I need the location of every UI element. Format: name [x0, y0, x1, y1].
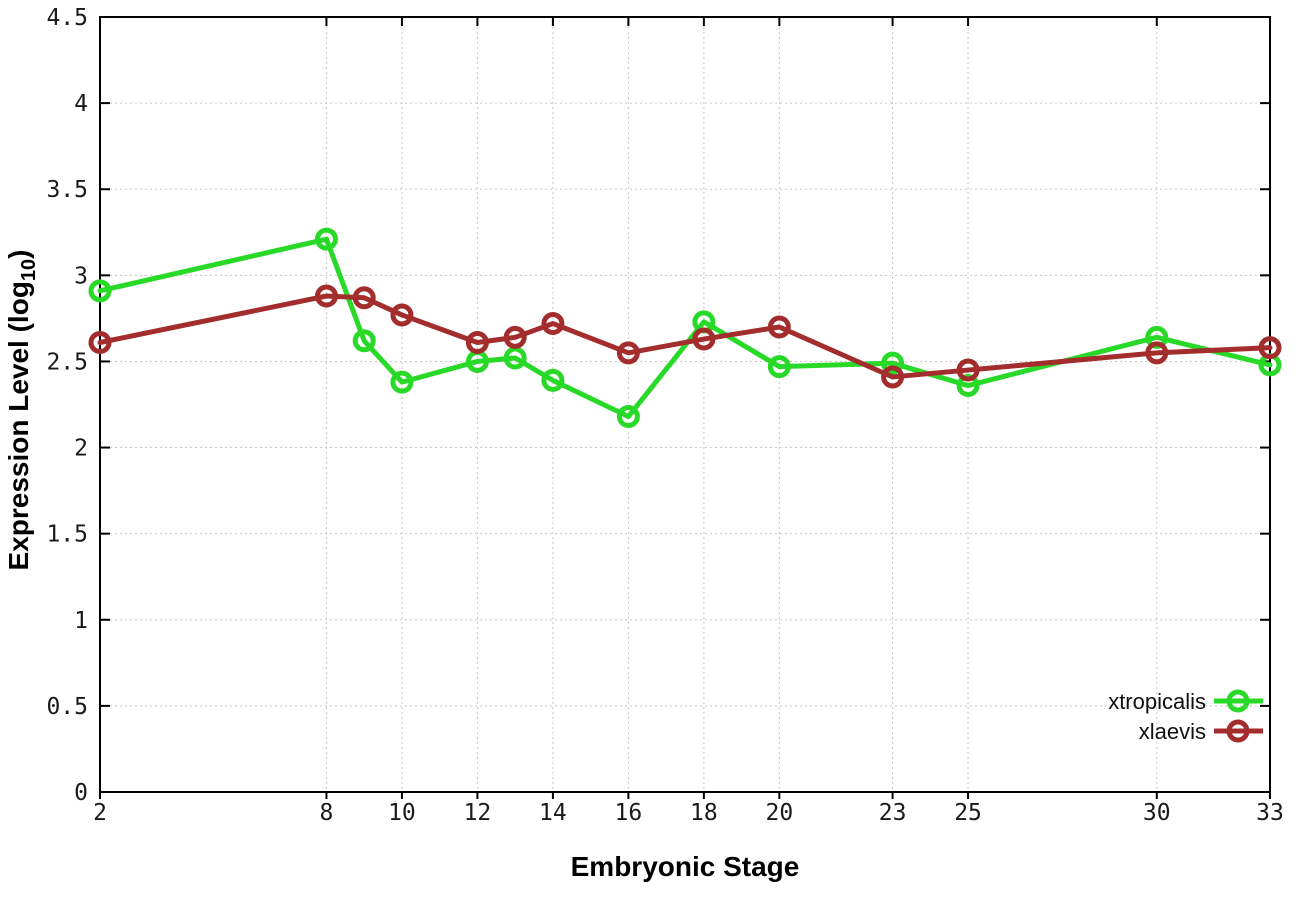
x-tick-label: 23 [879, 800, 907, 826]
legend: xtropicalis xlaevis [1108, 689, 1263, 744]
data-point-marker-xlaevis [881, 365, 905, 389]
x-tick-label: 8 [320, 800, 334, 826]
data-point-marker-xtropicalis [503, 346, 527, 370]
data-point-marker-xlaevis [616, 341, 640, 365]
y-tick-label: 1.5 [46, 522, 88, 548]
y-tick-label: 3.5 [46, 177, 88, 203]
x-tick-label: 33 [1256, 800, 1284, 826]
data-point-marker-xlaevis [541, 312, 565, 336]
data-point-marker-xlaevis [352, 286, 376, 310]
x-tick-label: 12 [464, 800, 492, 826]
data-point-marker-xlaevis [465, 331, 489, 354]
x-tick-label: 16 [615, 800, 643, 826]
y-tick-label: 2 [74, 436, 88, 462]
gridlines [100, 17, 1270, 792]
legend-sample-marker-xtropicalis [1226, 689, 1250, 713]
x-tick-label: 18 [690, 800, 718, 826]
y-tick-label: 4.5 [46, 5, 88, 31]
legend-label-xtropicalis: xtropicalis [1108, 689, 1206, 714]
data-point-marker-xlaevis [692, 327, 716, 351]
y-axis-label-subscript: 10 [18, 259, 40, 281]
data-point-marker-xtropicalis [314, 227, 338, 251]
data-point-marker-xlaevis [1258, 336, 1282, 360]
data-point-marker-xtropicalis [767, 355, 791, 379]
data-point-marker-xlaevis [1145, 341, 1169, 365]
x-axis-label: Embryonic Stage [571, 851, 800, 882]
series-line-xtropicalis [97, 236, 1273, 420]
x-tick-label: 14 [539, 800, 567, 826]
legend-marker-samples [1214, 689, 1263, 743]
data-point-marker-xlaevis [503, 325, 527, 349]
y-axis-label: Expression Level (log10) [3, 250, 40, 571]
data-point-marker-xtropicalis [881, 351, 905, 375]
x-tick-label: 2 [93, 800, 107, 826]
x-tick-label: 20 [766, 800, 794, 826]
data-point-marker-xlaevis [956, 358, 980, 382]
data-point-marker-xlaevis [314, 284, 338, 308]
data-point-marker-xtropicalis [541, 368, 565, 392]
legend-sample-marker-xlaevis [1226, 719, 1250, 743]
data-point-marker-xlaevis [390, 303, 414, 327]
y-axis-label-close: ) [3, 250, 34, 259]
data-point-marker-xtropicalis [616, 405, 640, 429]
data-point-marker-xlaevis [767, 315, 791, 339]
tick-marks [99, 17, 1271, 799]
y-tick-label: 4 [74, 91, 88, 117]
data-point-marker-xtropicalis [352, 329, 376, 353]
plot-border [99, 16, 1271, 793]
legend-label-xlaevis: xlaevis [1139, 719, 1206, 744]
y-tick-label: 3 [74, 263, 88, 289]
x-tick-label: 30 [1143, 800, 1171, 826]
y-tick-label: 2.5 [46, 349, 88, 375]
y-tick-label: 0.5 [46, 694, 88, 720]
y-axis-label-main: Expression Level (log [3, 281, 34, 570]
y-tick-label: 0 [74, 780, 88, 806]
series-line-xlaevis [97, 293, 1273, 380]
x-tick-label: 10 [388, 800, 416, 826]
data-point-marker-xtropicalis [390, 370, 414, 394]
y-tick-label: 1 [74, 608, 88, 634]
series-lines [88, 227, 1282, 429]
tick-labels: 2 8 10 12 14 16 18 20 23 25 30 33 0 0.5 1 1.5 2 2.5 3 3.5 4 4… [46, 5, 1283, 826]
data-point-marker-xlaevis [88, 331, 112, 354]
x-tick-label: 25 [954, 800, 982, 826]
data-point-marker-xtropicalis [88, 279, 112, 303]
